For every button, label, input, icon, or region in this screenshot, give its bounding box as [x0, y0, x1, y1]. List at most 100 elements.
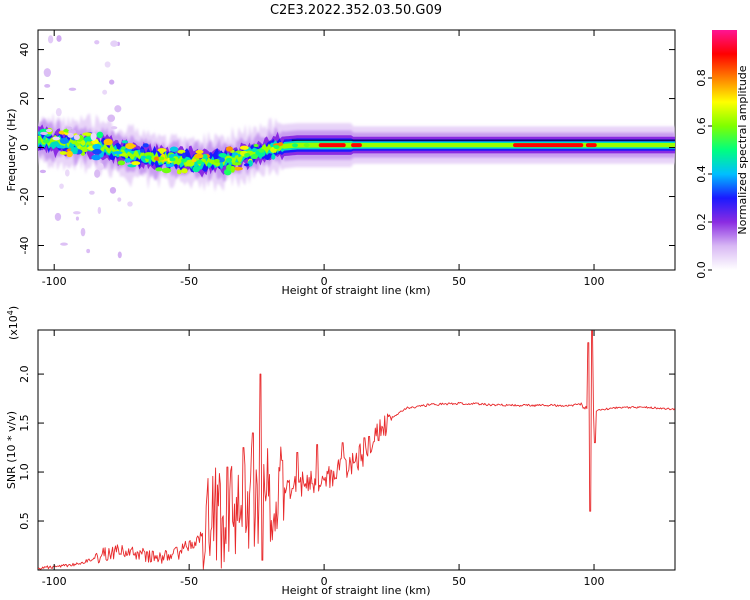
spectrogram-speckle	[39, 169, 47, 174]
snr-panel: -100 -50 0 50 100 0.5 1.0 1.5 2.0 Height of stra…	[5, 306, 676, 597]
spectrogram-speckle	[40, 131, 48, 136]
spectrogram-blob	[169, 146, 179, 152]
spectrogram-speckle	[73, 134, 80, 141]
spectrogram-axes: -100 -50 0 50 100 -40 -20 0 20 40	[18, 30, 675, 288]
colorbar-ticks: 0.0 0.2 0.4 0.6 0.8	[695, 69, 712, 279]
snr-frame	[37, 329, 676, 571]
spectrogram-speckle	[109, 186, 117, 194]
spectrogram-ytick-label: -20	[18, 188, 31, 206]
spectrogram-speckle	[107, 114, 116, 122]
spectrogram-speckle	[59, 183, 64, 189]
snr-multiplier: (x104)	[6, 306, 21, 340]
spectrogram-speckle	[66, 126, 73, 131]
spectrogram-blob	[59, 151, 67, 155]
snr-ytick-label: 1.5	[18, 414, 31, 432]
spectrogram-peak	[351, 143, 362, 148]
spectrogram-blob	[91, 154, 102, 161]
spectrogram-blob	[243, 163, 250, 167]
spectrogram-blob	[145, 155, 152, 160]
colorbar-tick-label: 0.8	[695, 69, 708, 87]
spectrogram-blob	[195, 149, 204, 154]
spectrogram-blob	[218, 152, 227, 158]
spectrogram-blob	[155, 167, 163, 172]
spectrogram-blob	[169, 157, 176, 162]
figure-title: C2E3.2022.352.03.50.G09	[270, 3, 442, 18]
spectrogram-speckle	[67, 132, 74, 138]
snr-multiplier-exp: 4	[6, 310, 15, 315]
spectrogram-speckle	[45, 128, 53, 133]
spectrogram-image	[38, 35, 675, 259]
spectrogram-blob	[96, 131, 104, 139]
spectrogram-speckle	[97, 206, 102, 215]
spectrogram-speckle	[60, 242, 68, 246]
spectrogram-ylabel: Frequency (Hz)	[5, 109, 18, 192]
spectrogram-blob	[230, 165, 235, 173]
spectrogram-blob	[292, 143, 299, 148]
spectrogram-speckle	[89, 190, 95, 195]
snr-xtick-label: 100	[584, 575, 605, 588]
colorbar-tick-label: 0.4	[695, 165, 708, 183]
spectrogram-blob	[56, 145, 65, 149]
spectrogram-blob	[231, 152, 239, 156]
snr-series-line	[38, 330, 675, 570]
snr-xtick-label: 0	[321, 575, 328, 588]
spectrogram-blob	[124, 157, 131, 163]
spectrogram-speckle	[73, 211, 81, 215]
spectrogram-blob	[70, 147, 78, 154]
spectrogram-speckle	[117, 251, 122, 259]
spectrogram-speckle	[86, 248, 91, 254]
spectrogram-speckle	[110, 40, 118, 47]
spectrogram-blob	[92, 148, 102, 155]
spectrogram-blob	[201, 154, 208, 159]
snr-ytick-label: 2.0	[18, 365, 31, 383]
spectrogram-speckle	[109, 79, 115, 85]
spectrogram-blob	[251, 153, 259, 159]
spectrogram-panel: -100 -50 0 50 100 -40 -20 0 20 40 Height of strai…	[5, 29, 676, 297]
spectrogram-blob	[206, 162, 212, 168]
spectrogram-blob	[192, 166, 200, 173]
spectrogram-blob	[253, 143, 259, 148]
snr-xtick-label: -50	[180, 575, 198, 588]
snr-xlabel: Height of straight line (km)	[281, 584, 430, 597]
spectrogram-speckle	[44, 83, 51, 88]
colorbar-tick-label: 0.0	[695, 261, 708, 279]
spectrogram-speckle	[65, 169, 70, 177]
spectrogram-speckle	[114, 105, 122, 113]
spectrogram-speckle	[43, 68, 51, 77]
snr-multiplier-base: (x10	[7, 315, 20, 340]
spectrogram-speckle	[80, 227, 86, 237]
spectrogram-peak	[318, 143, 346, 148]
spectrogram-blob	[59, 137, 69, 145]
colorbar-tick-label: 0.2	[695, 213, 708, 231]
spectrogram-blob	[231, 162, 242, 166]
spectrogram-blob	[196, 159, 203, 164]
spectrogram-blob	[92, 143, 102, 150]
spectrogram-blob	[181, 158, 188, 163]
colorbar-tick-label: 0.6	[695, 117, 708, 135]
spectrogram-blob	[239, 145, 249, 150]
spectrogram-blob	[303, 143, 310, 148]
spectrogram-peak	[513, 143, 584, 148]
snr-ytick-label: 0.5	[18, 512, 31, 530]
spectrogram-blob	[191, 158, 197, 163]
snr-xtick-label: -100	[42, 575, 67, 588]
spectrogram-speckle	[55, 108, 62, 117]
spectrogram-blob	[131, 161, 141, 166]
spectrogram-blob	[181, 168, 188, 174]
spectrogram-xtick-label: 50	[452, 275, 466, 288]
spectrogram-speckle	[98, 163, 104, 171]
spectrogram-blob	[226, 157, 233, 162]
spectrogram-xtick-label: -50	[180, 275, 198, 288]
spectrogram-blob	[158, 156, 165, 161]
spectrogram-speckle	[75, 216, 79, 221]
spectrogram-blob	[233, 166, 243, 171]
spectrogram-xtick-label: 0	[321, 275, 328, 288]
spectrogram-blob	[112, 151, 123, 155]
spectrogram-ytick-label: 20	[18, 92, 31, 106]
spectrogram-speckle	[127, 201, 133, 207]
spectrogram-blob	[176, 169, 182, 175]
spectrogram-speckle	[56, 35, 62, 42]
spectrogram-blob	[258, 148, 265, 153]
spectrogram-speckle	[54, 212, 62, 221]
